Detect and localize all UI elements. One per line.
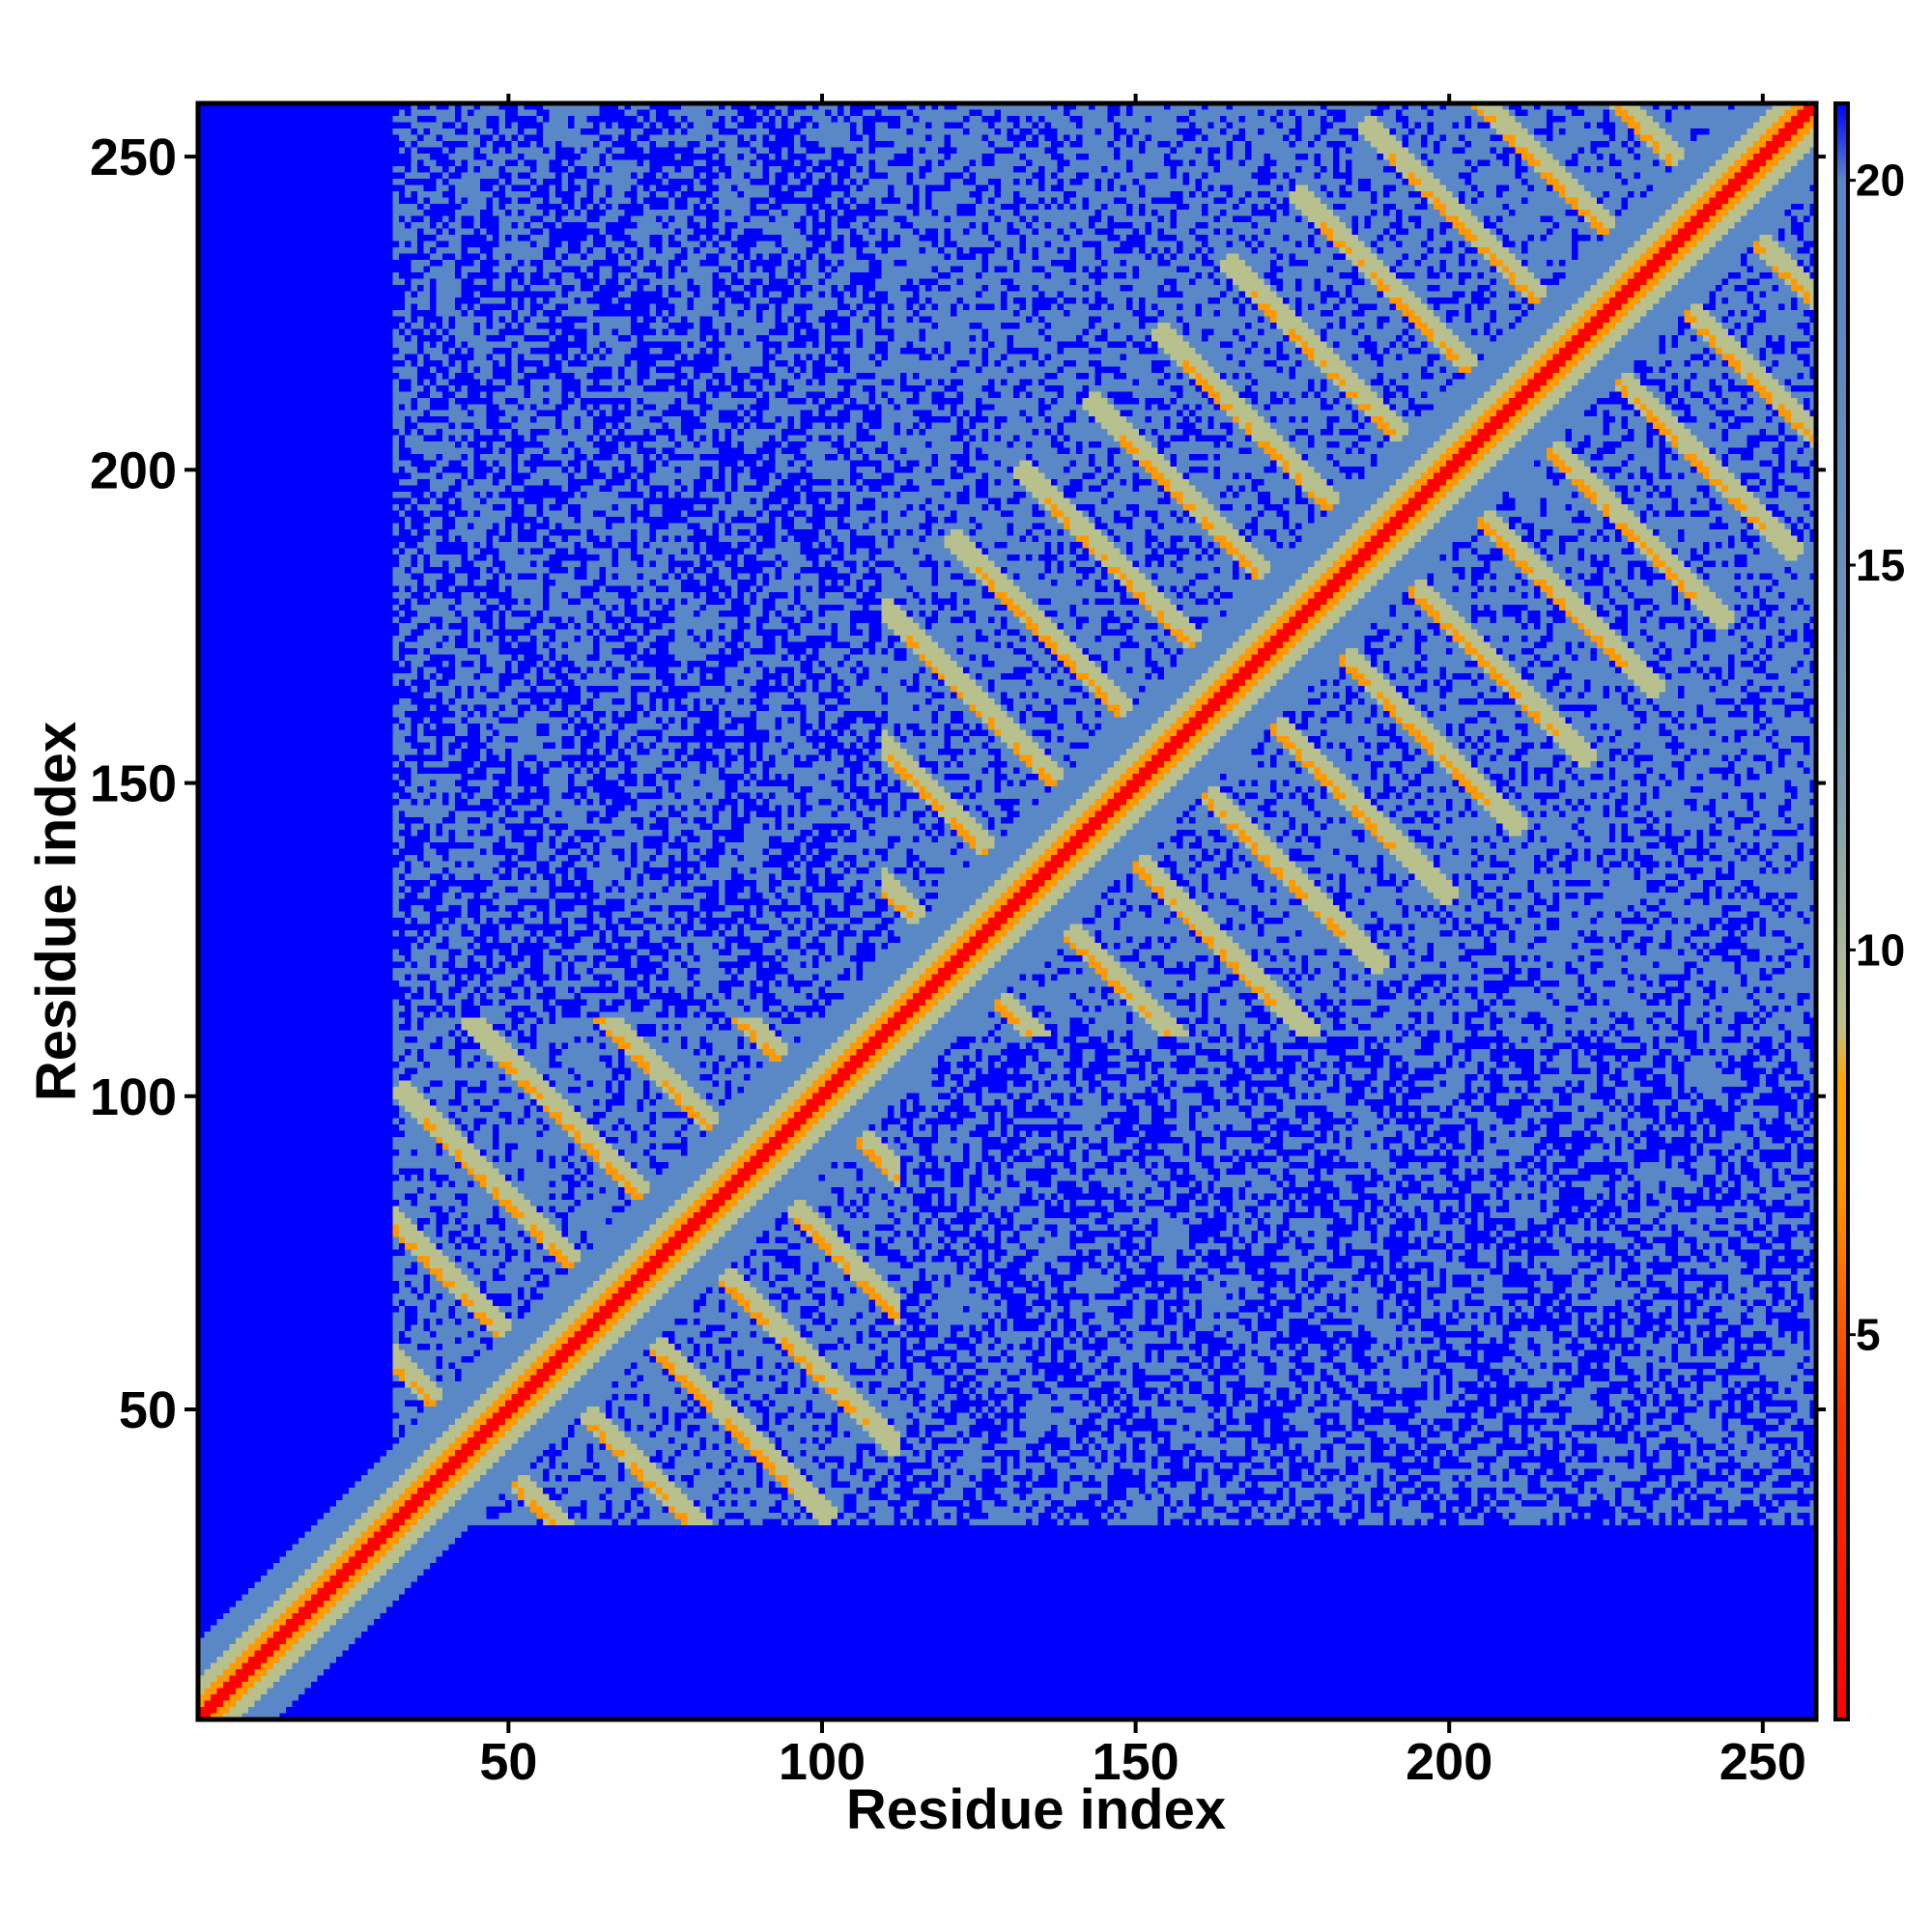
heatmap-cells xyxy=(198,103,1816,1719)
y-tick-label: 200 xyxy=(90,441,177,499)
heatmap xyxy=(198,103,1816,1719)
colorbar-tick-label: 15 xyxy=(1856,540,1905,590)
x-axis: 50 100 150 200 250 xyxy=(479,94,1806,1791)
x-axis-title: Residue index xyxy=(846,1778,1226,1841)
y-tick-label: 50 xyxy=(119,1381,177,1439)
x-tick-label: 250 xyxy=(1719,1733,1806,1791)
colorbar-tick-label: 20 xyxy=(1856,156,1905,206)
colorbar: 5 10 15 20 xyxy=(1833,101,1905,1721)
y-axis: 50 100 150 200 250 xyxy=(90,128,1826,1439)
y-tick-label: 150 xyxy=(90,755,177,813)
colorbar-tick-label: 10 xyxy=(1856,924,1905,975)
y-tick-label: 100 xyxy=(90,1068,177,1126)
colorbar-gradient xyxy=(1835,103,1848,1719)
plot-frame xyxy=(195,100,1819,1722)
colorbar-frame xyxy=(1833,101,1850,1721)
y-tick-label: 250 xyxy=(90,128,177,186)
x-tick-label: 50 xyxy=(479,1733,537,1791)
x-tick-label: 200 xyxy=(1406,1733,1492,1791)
y-axis-title: Residue index xyxy=(25,722,88,1101)
x-tick-label: 150 xyxy=(1093,1733,1179,1791)
x-tick-label: 100 xyxy=(779,1733,866,1791)
colorbar-tick-label: 5 xyxy=(1856,1310,1881,1360)
